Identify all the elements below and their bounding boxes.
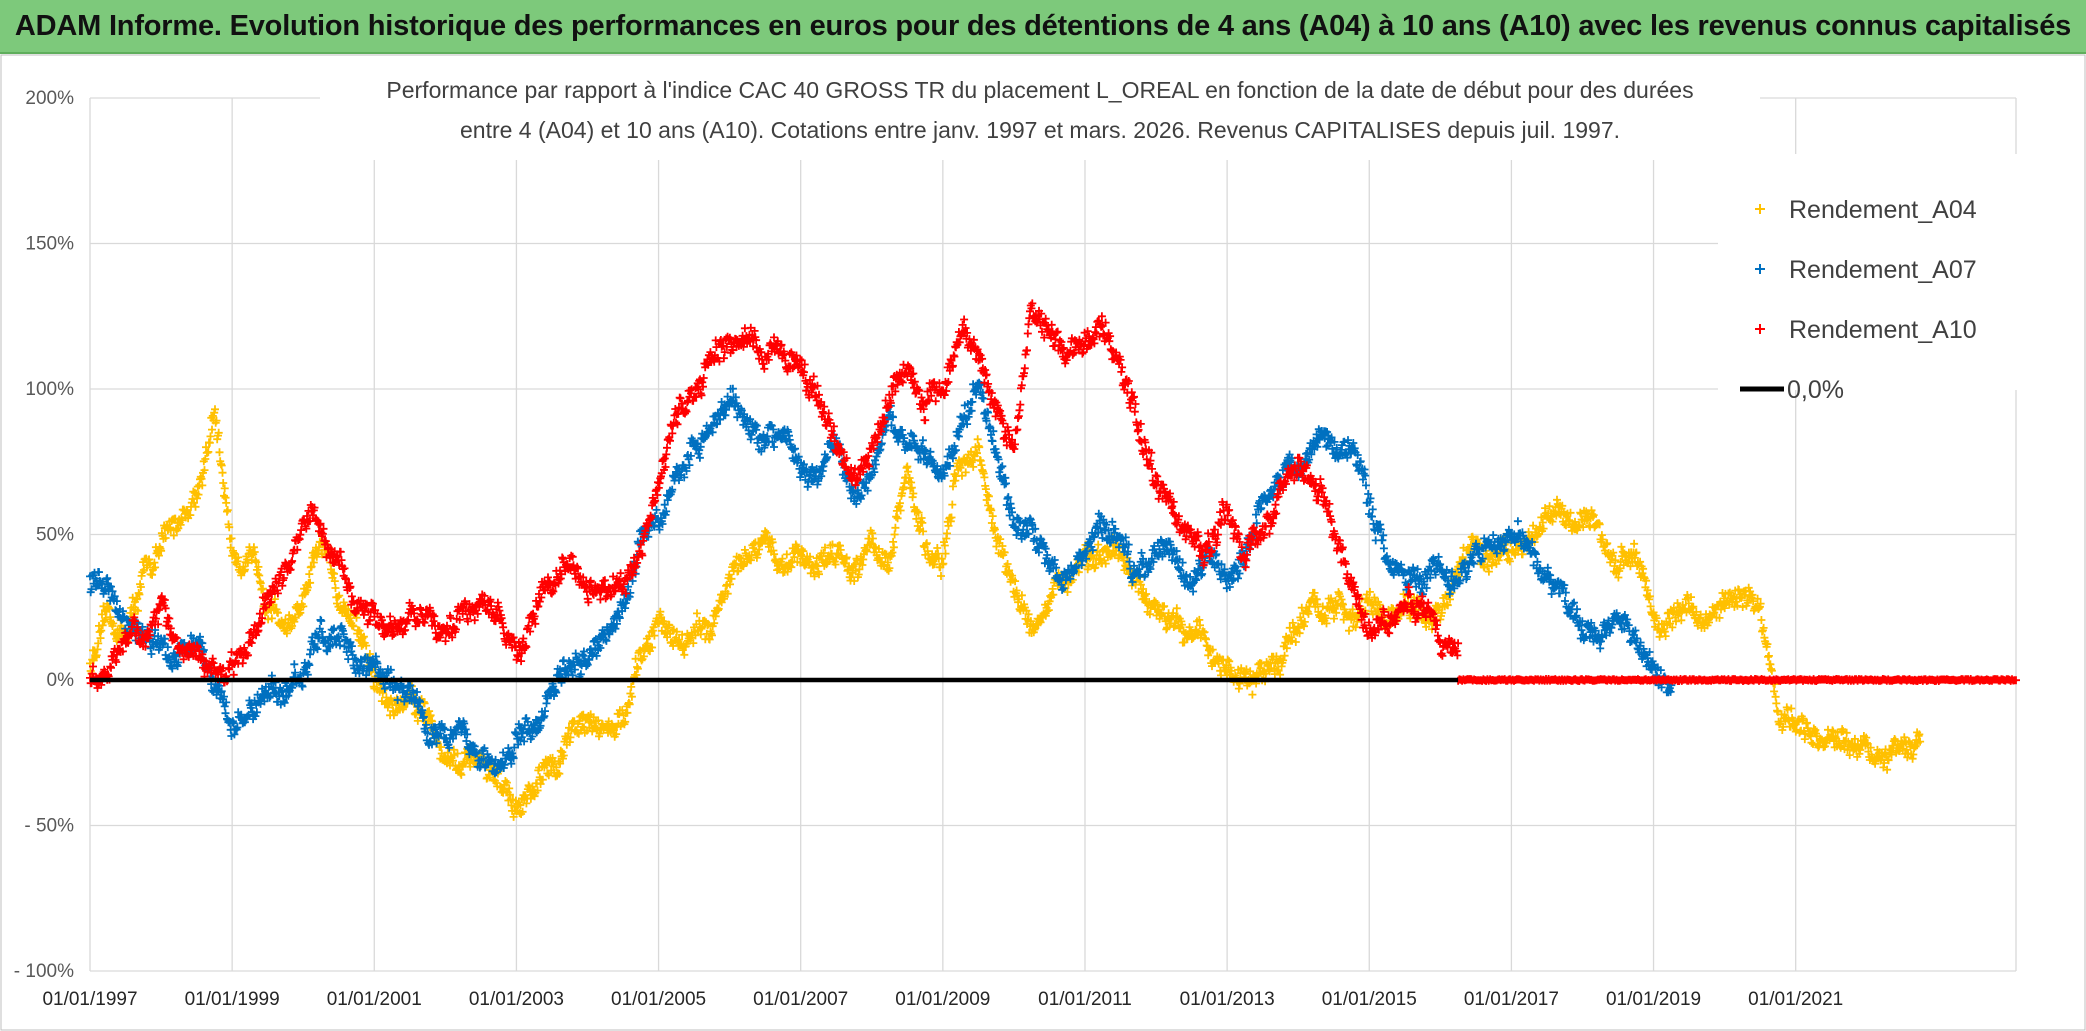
y-tick-label: - 50% — [24, 816, 74, 837]
legend-item-a07: Rendement_A07 — [1755, 256, 1977, 284]
data-point-markers — [460, 632, 655, 821]
x-tick-label: 01/01/2005 — [611, 989, 706, 1010]
x-tick-label: 01/01/2013 — [1180, 989, 1275, 1010]
chart-title-background — [320, 64, 1760, 160]
legend-label: Rendement_A04 — [1789, 196, 1977, 224]
x-tick-label: 01/01/2021 — [1748, 989, 1843, 1010]
legend-item-a10: Rendement_A10 — [1755, 316, 1977, 344]
x-tick-label: 01/01/2015 — [1322, 989, 1417, 1010]
x-axis-labels: 01/01/1997 01/01/1999 01/01/2001 01/01/2003… — [42, 989, 1843, 1010]
y-tick-label: - 100% — [14, 961, 74, 982]
data-point-markers — [1395, 583, 1463, 660]
legend-background — [1718, 154, 2020, 390]
data-point-markers — [273, 529, 468, 779]
x-tick-label: 01/01/2011 — [1038, 989, 1132, 1010]
chart-title: Performance par rapport à l'indice CAC 4… — [386, 77, 1693, 103]
legend-label: Rendement_A07 — [1789, 256, 1977, 284]
chart-border — [0, 54, 2086, 1031]
y-tick-label: 100% — [25, 379, 74, 400]
chart-legend: Rendement_A04 Rendement_A07 Rendement_A10 0… — [1718, 154, 2020, 404]
report-banner-title: ADAM Informe. Evolution historique des p… — [0, 0, 2086, 54]
data-point-markers — [1021, 533, 1216, 671]
series-rendement-a07 — [86, 378, 1676, 778]
data-point-markers — [647, 527, 842, 659]
data-point-markers — [1583, 506, 1778, 688]
data-point-markers — [460, 511, 655, 666]
data-point-markers — [1208, 425, 1403, 593]
x-tick-label: 01/01/2001 — [327, 989, 422, 1010]
x-tick-label: 01/01/2019 — [1606, 989, 1701, 1010]
x-tick-label: 01/01/2017 — [1464, 989, 1559, 1010]
legend-item-zero: 0,0% — [1740, 376, 1844, 404]
legend-marker-plus — [1755, 324, 1765, 334]
data-point-markers — [1395, 517, 1590, 645]
legend-marker-plus — [1755, 204, 1765, 214]
data-point-markers — [86, 405, 281, 678]
y-tick-label: 200% — [25, 88, 74, 109]
chart-subtitle: entre 4 (A04) et 10 ans (A10). Cotations… — [460, 117, 1620, 143]
y-axis-labels: 200% 150% 100% 50% 0% - 50% - 100% — [14, 88, 74, 982]
data-point-markers — [1770, 680, 1925, 774]
data-point-markers — [834, 435, 1029, 615]
x-tick-label: 01/01/2009 — [895, 989, 990, 1010]
data-point-markers — [647, 323, 842, 522]
data-point-markers — [460, 519, 655, 778]
data-point-markers — [1208, 453, 1403, 642]
legend-marker-plus — [1755, 264, 1765, 274]
performance-chart: 200%150%100%50%0%- 50%- 100%01/01/1997 01… — [0, 54, 2086, 1031]
legend-label: 0,0% — [1787, 376, 1844, 404]
data-point-markers — [834, 315, 1029, 490]
y-tick-label: 0% — [47, 670, 75, 691]
legend-label: Rendement_A10 — [1789, 316, 1977, 344]
series-rendement-a10 — [86, 299, 1463, 692]
series-group — [86, 299, 2020, 821]
legend-item-a04: Rendement_A04 — [1755, 196, 1977, 224]
data-point-markers — [1021, 509, 1216, 596]
x-tick-label: 01/01/2003 — [469, 989, 564, 1010]
x-tick-label: 01/01/2007 — [753, 989, 848, 1010]
y-tick-label: 50% — [36, 525, 74, 546]
data-point-markers — [273, 501, 468, 646]
y-tick-label: 150% — [25, 234, 74, 255]
data-point-markers — [1021, 299, 1216, 570]
x-tick-label: 01/01/1999 — [185, 989, 280, 1010]
x-tick-label: 01/01/1997 — [42, 989, 137, 1010]
